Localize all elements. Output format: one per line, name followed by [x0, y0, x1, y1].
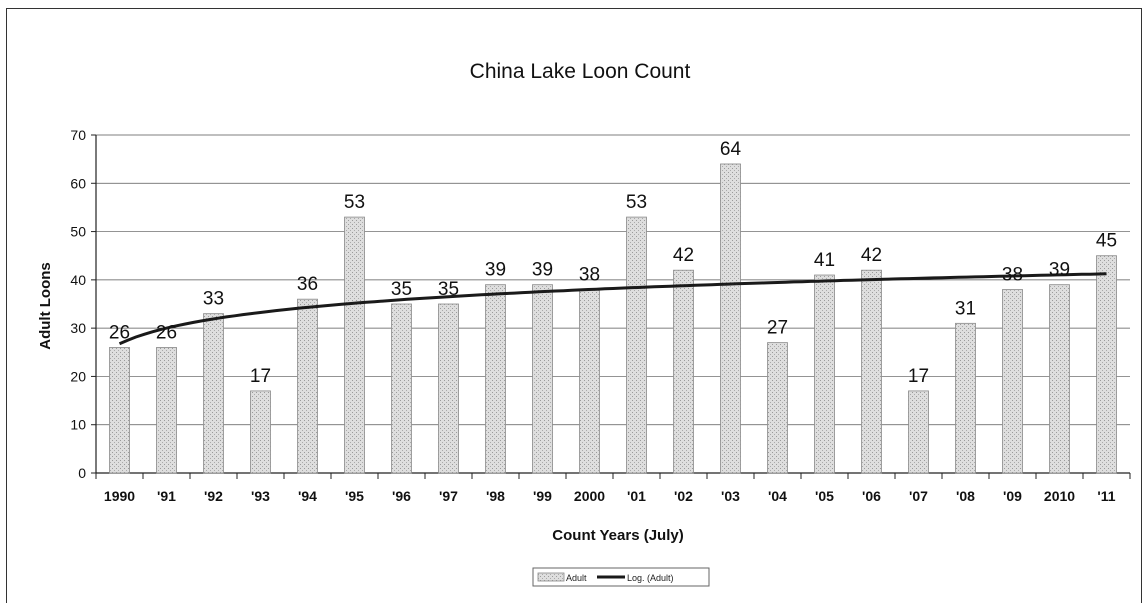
x-tick-label: '02: [674, 488, 693, 504]
data-labels: 26 26 33 17 36 53 35 35 39 39 38 53 42 64 27 41 42 17 31 38…: [109, 139, 1117, 387]
y-axis-ticks: 0 10 20 30 40 50 60 70: [70, 127, 97, 481]
data-label: 27: [767, 318, 788, 339]
data-label: 17: [908, 366, 929, 387]
data-label: 26: [156, 322, 177, 343]
data-label: 53: [344, 192, 365, 213]
data-label: 38: [1002, 265, 1023, 286]
x-axis-ticks: 1990 '91 '92 '93 '94 '95 '96 '97 '98 '99 2000 '01 '0…: [95, 473, 1131, 504]
x-tick-label: 1990: [104, 488, 135, 504]
bar: [767, 342, 788, 474]
bar: [344, 216, 365, 474]
x-tick-label: '91: [157, 488, 176, 504]
bar: [156, 347, 177, 474]
x-tick-label: '03: [721, 488, 740, 504]
data-label: 31: [955, 298, 976, 319]
x-tick-label: '07: [909, 488, 928, 504]
data-label: 45: [1096, 231, 1117, 252]
chart-title: China Lake Loon Count: [470, 60, 691, 83]
bar: [1002, 289, 1023, 474]
data-label: 35: [438, 279, 459, 300]
data-label: 64: [720, 139, 742, 160]
y-axis-label: Adult Loons: [37, 262, 54, 349]
x-tick-label: '97: [439, 488, 458, 504]
bar: [203, 313, 224, 474]
x-tick-label: '99: [533, 488, 552, 504]
x-tick-label: '01: [627, 488, 646, 504]
bar: [720, 163, 741, 474]
x-tick-label: '94: [298, 488, 317, 504]
x-tick-label: '95: [345, 488, 364, 504]
bar: [673, 269, 694, 474]
y-tick-label: 20: [70, 368, 86, 384]
legend-label-adult: Adult: [566, 573, 587, 583]
x-tick-label: '05: [815, 488, 834, 504]
y-tick-label: 50: [70, 224, 86, 240]
bar: [109, 347, 130, 474]
bar: [250, 390, 271, 474]
bar: [626, 216, 647, 474]
data-label: 33: [203, 289, 224, 310]
bars: [109, 163, 1117, 474]
data-label: 39: [532, 260, 553, 281]
bar: [814, 274, 835, 474]
bar: [391, 303, 412, 474]
data-label: 39: [1049, 260, 1070, 281]
data-label: 41: [814, 250, 835, 271]
x-tick-label: '11: [1097, 488, 1115, 504]
bar: [438, 303, 459, 474]
legend-swatch-adult: [537, 572, 565, 582]
data-label: 38: [579, 265, 600, 286]
data-label: 26: [109, 322, 130, 343]
y-tick-label: 10: [70, 417, 86, 433]
y-tick-label: 70: [70, 127, 86, 143]
data-label: 42: [673, 245, 694, 266]
chart-frame: [6, 8, 1142, 603]
bar: [532, 284, 553, 474]
data-label: 42: [861, 245, 882, 266]
x-tick-label: '08: [956, 488, 975, 504]
y-tick-label: 60: [70, 175, 86, 191]
x-tick-label: 2010: [1044, 488, 1075, 504]
y-tick-label: 0: [78, 465, 86, 481]
x-tick-label: '92: [204, 488, 223, 504]
legend-label-trend: Log. (Adult): [627, 573, 674, 583]
legend: Adult Log. (Adult): [532, 567, 710, 587]
bar: [485, 284, 506, 474]
bar: [861, 269, 882, 474]
data-label: 35: [391, 279, 412, 300]
bar: [1049, 284, 1070, 474]
x-tick-label: '06: [862, 488, 881, 504]
y-tick-label: 30: [70, 320, 86, 336]
x-tick-label: '04: [768, 488, 787, 504]
x-tick-label: '09: [1003, 488, 1022, 504]
bar: [297, 298, 318, 474]
trendline: [118, 272, 1107, 346]
x-tick-label: 2000: [574, 488, 605, 504]
x-tick-label: '96: [392, 488, 411, 504]
bar: [955, 322, 976, 474]
bar: [1096, 255, 1117, 474]
y-tick-label: 40: [70, 272, 86, 288]
data-label: 36: [297, 274, 318, 295]
x-tick-label: '98: [486, 488, 505, 504]
x-axis-label: Count Years (July): [552, 527, 683, 544]
bar: [579, 289, 600, 474]
bar: [908, 390, 929, 474]
data-label: 39: [485, 260, 506, 281]
trendline-path: [118, 272, 1107, 346]
data-label: 53: [626, 192, 647, 213]
x-tick-label: '93: [251, 488, 270, 504]
data-label: 17: [250, 366, 271, 387]
